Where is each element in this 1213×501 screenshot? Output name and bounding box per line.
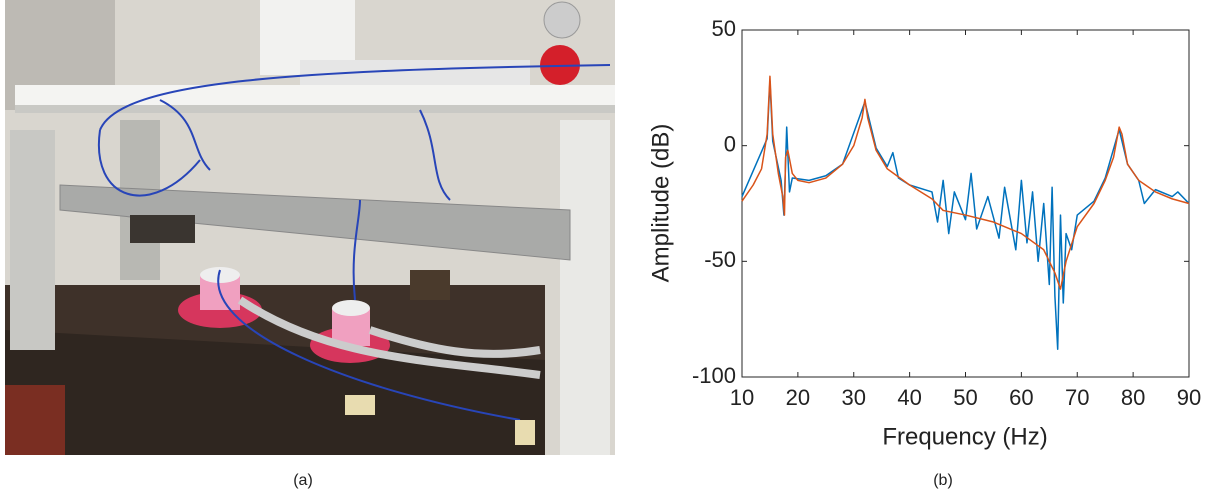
x-tick-label: 30 xyxy=(842,385,866,410)
x-tick-label: 20 xyxy=(786,385,810,410)
x-tick-label: 60 xyxy=(1009,385,1033,410)
y-tick-label: 0 xyxy=(724,131,736,156)
panel-label: (b) xyxy=(933,472,953,489)
series-line xyxy=(741,80,1190,350)
y-tick-label: 50 xyxy=(712,16,736,41)
plot-area xyxy=(741,29,1190,378)
x-tick-label: 80 xyxy=(1121,385,1145,410)
panel-label: (a) xyxy=(293,472,313,489)
x-axis-label: Frequency (Hz) xyxy=(882,423,1047,450)
x-tick-label: 70 xyxy=(1065,385,1089,410)
y-tick-label: -50 xyxy=(704,247,736,272)
x-tick-label: 40 xyxy=(897,385,921,410)
x-tick-label: 50 xyxy=(953,385,977,410)
photo xyxy=(5,0,615,455)
y-axis-label: Amplitude (dB) xyxy=(647,124,674,283)
y-tick-label: -100 xyxy=(692,363,736,388)
x-tick-label: 90 xyxy=(1177,385,1201,410)
series-line xyxy=(741,75,1190,290)
x-tick-label: 10 xyxy=(730,385,754,410)
